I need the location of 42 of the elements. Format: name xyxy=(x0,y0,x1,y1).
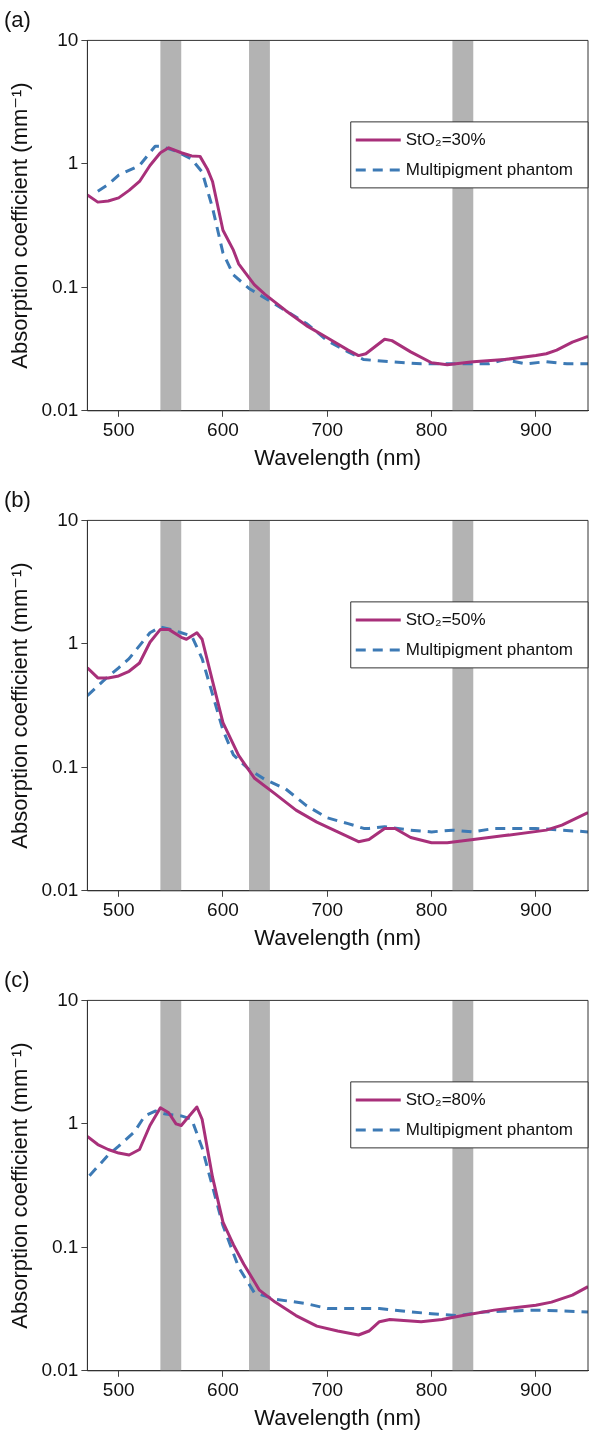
chart-title: (c) xyxy=(4,967,30,993)
y-tick-label: 0.1 xyxy=(51,275,79,297)
x-tick-label: 500 xyxy=(102,899,135,921)
x-tick-label: 900 xyxy=(520,1379,552,1401)
x-tick-label: 700 xyxy=(311,1379,344,1401)
x-tick-label: 800 xyxy=(415,419,448,441)
legend-label: Multipigment phantom xyxy=(405,1119,574,1139)
x-axis-title: Wavelength (nm) xyxy=(254,444,422,470)
x-axis-title: Wavelength (nm) xyxy=(254,924,422,950)
y-tick-label: 0.01 xyxy=(41,879,79,901)
legend-label: Multipigment phantom xyxy=(405,639,574,659)
y-tick-label: 10 xyxy=(57,508,79,530)
y-tick-label: 0.1 xyxy=(51,1235,79,1257)
legend-label: StO₂=50% xyxy=(405,609,486,629)
y-tick-label: 0.1 xyxy=(51,755,79,777)
x-tick-label: 500 xyxy=(102,419,135,441)
x-tick-label: 800 xyxy=(415,899,448,921)
x-tick-label: 700 xyxy=(311,899,344,921)
x-tick-label: 700 xyxy=(311,419,344,441)
x-tick-label: 600 xyxy=(207,419,239,441)
y-tick-label: 1 xyxy=(67,152,79,174)
x-tick-label: 800 xyxy=(415,1379,448,1401)
x-tick-label: 500 xyxy=(102,1379,135,1401)
x-tick-label: 900 xyxy=(520,419,552,441)
x-tick-label: 900 xyxy=(520,899,552,921)
x-tick-label: 600 xyxy=(207,899,239,921)
chart-title: (a) xyxy=(4,7,31,33)
y-tick-label: 0.01 xyxy=(41,1359,79,1381)
y-tick-label: 1 xyxy=(67,1112,79,1134)
x-tick-label: 600 xyxy=(207,1379,239,1401)
y-axis-title: Absorption coefficient (mm⁻¹) xyxy=(7,1042,33,1329)
chart-title: (b) xyxy=(4,487,31,513)
legend-label: StO₂=30% xyxy=(405,129,486,149)
y-axis-title: Absorption coefficient (mm⁻¹) xyxy=(7,82,33,369)
y-tick-label: 1 xyxy=(67,632,79,654)
x-axis-title: Wavelength (nm) xyxy=(254,1404,422,1430)
y-axis-title: Absorption coefficient (mm⁻¹) xyxy=(7,562,33,849)
legend-label: StO₂=80% xyxy=(405,1089,486,1109)
y-tick-label: 0.01 xyxy=(41,399,79,421)
legend-label: Multipigment phantom xyxy=(405,159,574,179)
y-tick-label: 10 xyxy=(57,988,79,1010)
y-tick-label: 10 xyxy=(57,28,79,50)
